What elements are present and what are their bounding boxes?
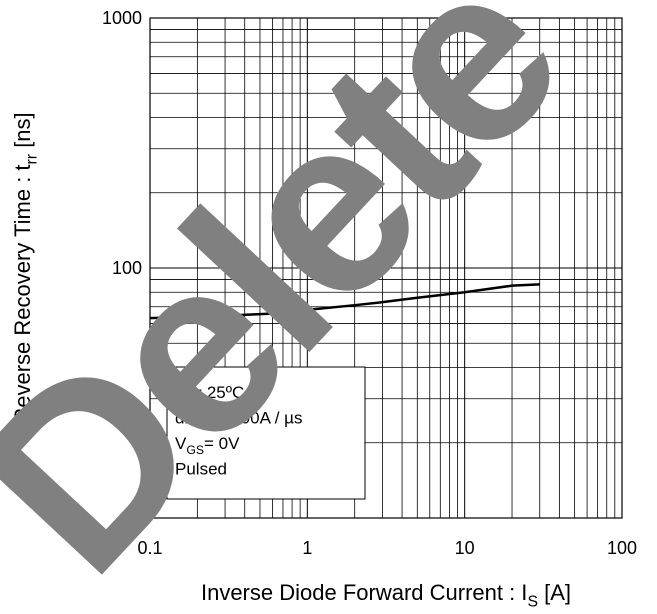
label-text: T <box>175 383 185 402</box>
label-subscript: a <box>185 392 192 406</box>
x-tick-label: 100 <box>607 538 637 558</box>
annotation-line: Ta= 25ºC <box>175 383 244 406</box>
annotation-box <box>166 366 366 500</box>
y-axis-label: Reverse Recovery Time : trr [ns] <box>10 112 41 423</box>
label-subscript: GS <box>186 443 204 457</box>
annotation-line: VGS= 0V <box>175 434 240 457</box>
y-tick-label: 10 <box>122 508 142 528</box>
x-tick-label: 0.1 <box>137 538 162 558</box>
annotation-line: Pulsed <box>175 460 227 479</box>
label-text: Pulsed <box>175 460 227 479</box>
label-text: [A] <box>538 580 571 605</box>
x-axis-label: Inverse Diode Forward Current : IS [A] <box>201 580 571 611</box>
plot-frame <box>149 17 623 519</box>
label-text: V <box>175 434 187 453</box>
label-text: Reverse Recovery Time : t <box>10 164 35 423</box>
label-subscript: rr <box>24 153 41 164</box>
label-text: Inverse Diode Forward Current : I <box>201 580 527 605</box>
label-text: = 0V <box>204 434 240 453</box>
x-tick-label: 10 <box>455 538 475 558</box>
y-tick-label: 1000 <box>102 8 142 28</box>
x-tick-label: 1 <box>302 538 312 558</box>
y-tick-label: 100 <box>112 258 142 278</box>
label-text: [ns] <box>10 112 35 154</box>
annotation-line: di / dt= 100A / µs <box>175 409 302 428</box>
label-text: di / dt= 100A / µs <box>175 409 302 428</box>
label-subscript: S <box>527 594 538 611</box>
label-text: = 25ºC <box>192 383 244 402</box>
line-series <box>149 283 540 320</box>
